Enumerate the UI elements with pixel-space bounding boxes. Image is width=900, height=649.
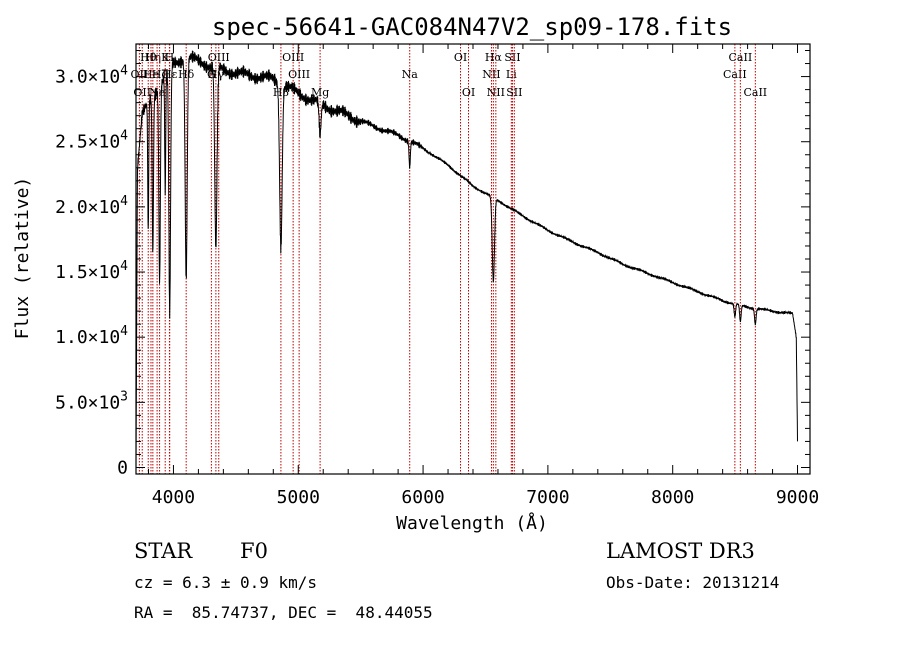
x-tick-label: 7000: [526, 487, 569, 508]
spectrum-line: [135, 50, 798, 468]
line-marker-label: Mg: [311, 86, 329, 99]
line-marker-label: OIII: [288, 68, 310, 81]
line-marker-label: K: [161, 51, 170, 64]
class-label: STAR: [134, 539, 193, 563]
line-marker-label: OIII: [282, 51, 304, 64]
y-tick-label: 0: [117, 457, 128, 478]
x-tick-label: 4000: [152, 487, 195, 508]
line-marker-label: CaII: [723, 68, 747, 81]
y-tick-label: 2.0×104: [55, 194, 128, 218]
chart-title: spec-56641-GAC084N47V2_sp09-178.fits: [212, 13, 732, 41]
subclass-label: F0: [240, 539, 268, 563]
spectrum-series: [135, 50, 798, 468]
y-tick-label: 3.0×104: [55, 64, 128, 88]
line-marker-label: He: [143, 68, 159, 81]
line-marker-label: Hε: [162, 68, 178, 81]
line-marker-label: OIII: [208, 51, 230, 64]
x-tick-label: 8000: [651, 487, 694, 508]
plot-axes: 4000 5000 6000 7000 8000 9000 0 5.0×103 1.0×104 1…: [55, 43, 819, 508]
survey-label: LAMOST DR3: [606, 539, 755, 563]
line-marker-label: Hα: [485, 51, 503, 64]
y-tick-label: 5.0×103: [55, 389, 128, 413]
y-tick-label: 1.5×104: [55, 259, 128, 283]
line-marker-label: Na: [402, 68, 419, 81]
x-axis-label: Wavelength (Å): [396, 512, 548, 534]
line-marker-label: NII: [487, 86, 505, 99]
line-marker-label: OII: [131, 68, 149, 81]
line-markers: OIIOIIHθHeHηNeHζKHHεHδGHγOIIIHβOIIIOIIIM…: [131, 44, 767, 474]
line-marker-label: Li: [506, 68, 517, 81]
line-marker-label: OI: [462, 86, 475, 99]
x-tick-label: 5000: [277, 487, 320, 508]
line-marker-label: CaII: [729, 51, 753, 64]
line-marker-label: G: [207, 68, 216, 81]
coordinates-text: RA = 85.74737, DEC = 48.44055: [134, 603, 433, 622]
line-marker-label: Hη: [145, 51, 161, 64]
y-tick-label: 2.5×104: [55, 129, 128, 153]
redshift-text: cz = 6.3 ± 0.9 km/s: [134, 573, 318, 592]
line-marker-label: Hδ: [178, 68, 195, 81]
plot-frame: [135, 43, 811, 475]
line-marker-label: OI: [454, 51, 467, 64]
x-tick-label: 6000: [401, 487, 444, 508]
line-marker-label: SII: [506, 86, 522, 99]
obs-date-text: Obs-Date: 20131214: [606, 573, 780, 592]
y-tick-label: 1.0×104: [55, 324, 128, 348]
line-marker-label: CaII: [743, 86, 767, 99]
line-marker-label: NII: [482, 68, 500, 81]
line-marker-label: SII: [504, 51, 520, 64]
y-axis-label: Flux (relative): [12, 177, 33, 340]
x-tick-label: 9000: [776, 487, 819, 508]
